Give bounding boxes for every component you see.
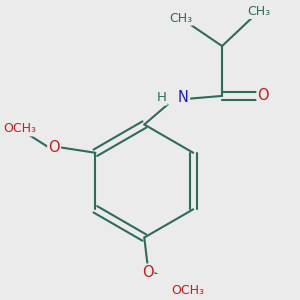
- Text: O: O: [257, 88, 269, 104]
- Text: CH₃: CH₃: [169, 12, 192, 25]
- Text: O: O: [48, 140, 60, 155]
- Text: CH₃: CH₃: [247, 5, 270, 18]
- Text: N: N: [178, 90, 189, 105]
- Text: OCH₃: OCH₃: [171, 284, 204, 297]
- Text: OCH₃: OCH₃: [3, 122, 36, 135]
- Text: H: H: [157, 92, 166, 104]
- Text: O: O: [142, 265, 153, 280]
